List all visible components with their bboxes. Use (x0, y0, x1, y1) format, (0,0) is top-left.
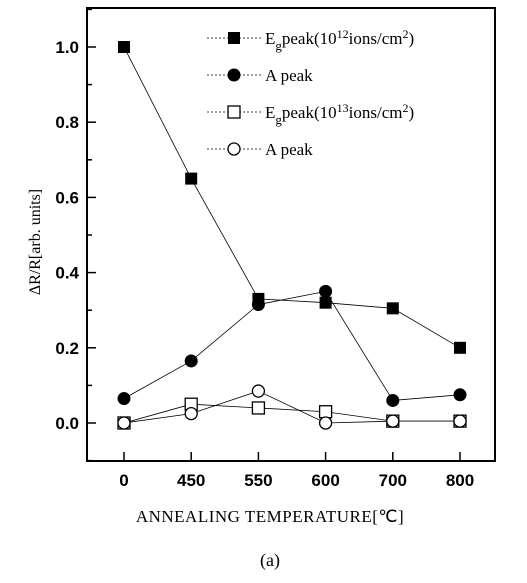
data-point (184, 354, 198, 368)
legend-label: A peak (265, 66, 313, 85)
data-point (251, 401, 266, 415)
data-point (117, 416, 131, 430)
data-point (454, 341, 466, 354)
legend-marker (227, 105, 241, 119)
legend-entry: Egpeak(1012ions/cm2) (207, 27, 414, 53)
series-3 (117, 397, 467, 430)
y-tick-label: 0.2 (55, 339, 79, 358)
x-axis: 0 450 550 600 700 800 (119, 452, 474, 490)
series-line (123, 390, 460, 424)
series-1 (118, 41, 466, 354)
legend-label: Egpeak(1013ions/cm2) (265, 101, 414, 127)
y-axis: 0.0 0.2 0.4 0.6 0.8 1.0 (55, 8, 96, 462)
data-point (319, 296, 332, 309)
x-axis-label: ANNEALING TEMPERATURE[℃] (136, 507, 404, 526)
data-point (386, 393, 400, 407)
data-point (251, 384, 266, 398)
data-point (118, 41, 130, 53)
legend-entry: A peak (207, 66, 313, 85)
data-point (386, 302, 399, 315)
series-line (123, 46, 461, 349)
data-point (318, 416, 333, 430)
series-4 (117, 384, 467, 430)
legend-entry: A peak (207, 140, 313, 159)
data-point (319, 284, 333, 298)
data-point (318, 405, 333, 419)
data-point (386, 414, 400, 428)
x-tick-label: 700 (379, 471, 407, 490)
y-tick-label: 0.0 (55, 414, 79, 433)
legend: Egpeak(1012ions/cm2) A peak Egpeak(1013ion… (207, 27, 414, 159)
x-tick-label: 0 (119, 471, 128, 490)
y-tick-label: 0.4 (55, 264, 79, 283)
series-2 (117, 284, 467, 407)
series-line (123, 290, 461, 401)
y-tick-label: 1.0 (55, 38, 79, 57)
y-tick-label: 0.8 (55, 113, 79, 132)
legend-marker (228, 32, 240, 44)
legend-entry: Egpeak(1013ions/cm2) (207, 101, 414, 127)
legend-marker (227, 68, 241, 82)
y-axis-label: ΔR/R[arb. units] (27, 189, 44, 295)
x-tick-label: 550 (244, 471, 272, 490)
data-point (184, 406, 198, 421)
y-tick-label: 0.6 (55, 188, 79, 207)
x-tick-label: 600 (311, 471, 339, 490)
series-layer (117, 41, 467, 430)
data-point (117, 392, 131, 406)
data-point (251, 298, 265, 312)
legend-label: Egpeak(1012ions/cm2) (265, 27, 414, 53)
legend-marker (227, 142, 241, 156)
legend-label: A peak (265, 140, 313, 159)
data-point (185, 172, 198, 185)
data-point (453, 388, 467, 402)
figure-caption: (a) (260, 550, 280, 571)
data-point (453, 414, 467, 428)
x-tick-label: 800 (446, 471, 474, 490)
x-tick-label: 450 (177, 471, 205, 490)
